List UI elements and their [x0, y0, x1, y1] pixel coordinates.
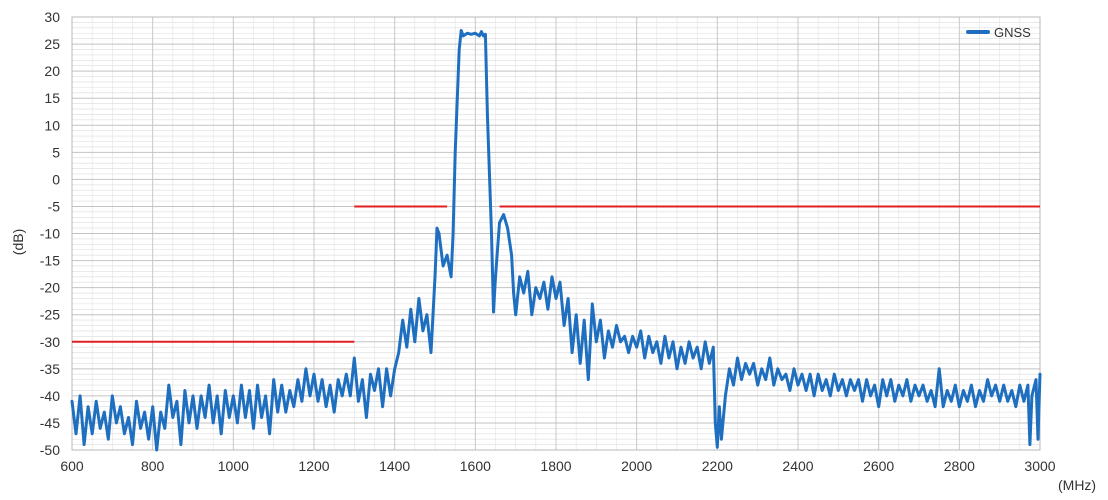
- y-tick-label: 5: [52, 144, 60, 160]
- grid: [71, 16, 1041, 451]
- y-tick-label: -35: [40, 361, 60, 377]
- y-tick-label: 15: [44, 90, 60, 106]
- x-tick-label: 2200: [702, 458, 733, 474]
- x-axis-title: (MHz): [1058, 477, 1096, 493]
- x-tick-label: 2600: [863, 458, 894, 474]
- y-tick-label: -20: [40, 280, 60, 296]
- series-layer: [70, 29, 1042, 452]
- y-tick-label: -10: [40, 226, 60, 242]
- plot-border: [71, 16, 1041, 451]
- y-tick-label: 30: [44, 9, 60, 25]
- y-tick-label: -5: [48, 198, 61, 214]
- y-tick-label: -40: [40, 388, 60, 404]
- x-tick-label: 600: [60, 458, 84, 474]
- y-tick-label: -15: [40, 253, 60, 269]
- y-tick-label: 0: [52, 171, 60, 187]
- y-axis-title: (dB): [10, 229, 26, 255]
- x-tick-label: 2000: [621, 458, 652, 474]
- x-tick-label: 800: [141, 458, 165, 474]
- x-axis-ticks: 600 800 1000 1200 1400 1600 1800 2000 2200 2400 26…: [60, 458, 1055, 474]
- legend: GNSS: [966, 25, 1031, 40]
- y-tick-label: -50: [40, 442, 60, 458]
- x-tick-label: 1400: [379, 458, 410, 474]
- x-tick-label: 1200: [298, 458, 329, 474]
- x-tick-label: 2800: [944, 458, 975, 474]
- x-tick-label: 1600: [460, 458, 491, 474]
- y-tick-label: 20: [44, 63, 60, 79]
- limit-lines: [72, 205, 1040, 343]
- y-tick-label: -25: [40, 307, 60, 323]
- x-tick-label: 1000: [218, 458, 249, 474]
- y-tick-label: -45: [40, 415, 60, 431]
- y-tick-label: 25: [44, 36, 60, 52]
- x-tick-label: 1800: [540, 458, 571, 474]
- y-tick-label: -30: [40, 334, 60, 350]
- legend-label: GNSS: [994, 25, 1031, 40]
- x-tick-label: 3000: [1024, 458, 1055, 474]
- y-tick-label: 10: [44, 117, 60, 133]
- x-tick-label: 2400: [782, 458, 813, 474]
- y-axis-ticks: 30 25 20 15 10 5 0 -5 -10 -15 -20 -25 -30 -35 -40 -45 -5…: [40, 9, 60, 458]
- series-line-gnss: [70, 29, 1042, 452]
